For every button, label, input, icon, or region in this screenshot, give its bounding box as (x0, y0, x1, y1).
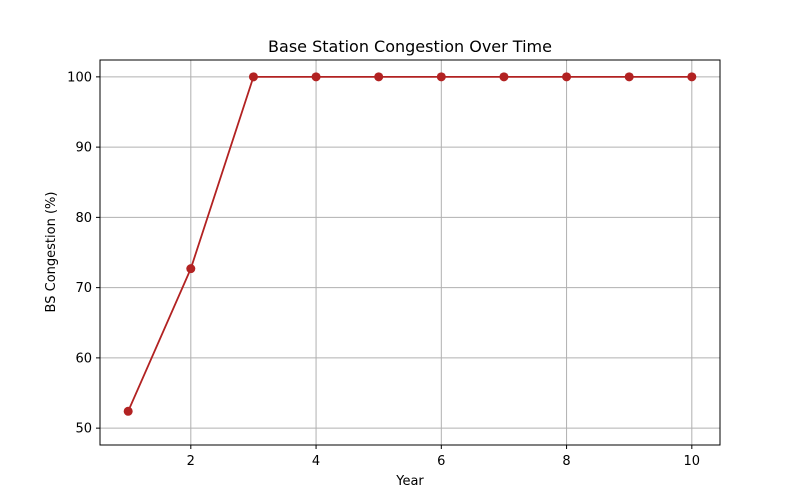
x-tick-label: 10 (684, 454, 701, 469)
data-point-marker (624, 72, 634, 82)
data-point-marker (499, 72, 509, 82)
y-tick-label: 70 (75, 281, 92, 296)
y-tick-label: 60 (75, 351, 92, 366)
axis-ticks: 2 4 6 8 10 50 60 70 80 90 100 (67, 70, 700, 469)
y-tick-label: 50 (75, 422, 92, 437)
x-tick-label: 8 (562, 454, 570, 469)
x-tick-label: 2 (187, 454, 195, 469)
series-layer (123, 72, 697, 416)
y-tick-label: 80 (75, 211, 92, 226)
data-point-marker (123, 406, 133, 416)
y-tick-label: 100 (67, 70, 92, 85)
series-line (127, 75, 692, 412)
y-tick-label: 90 (75, 141, 92, 156)
chart-title: Base Station Congestion Over Time (268, 37, 552, 56)
x-tick-label: 6 (437, 454, 445, 469)
data-point-marker (186, 264, 196, 274)
data-point-marker (374, 72, 384, 82)
x-axis-label: Year (395, 474, 424, 489)
y-axis-label: BS Congestion (%) (44, 192, 59, 313)
plot-area-frame (99, 59, 721, 446)
data-point-marker (248, 72, 258, 82)
data-point-marker (687, 72, 697, 82)
data-point-marker (436, 72, 446, 82)
x-tick-label: 4 (312, 454, 320, 469)
grid-lines (100, 60, 720, 445)
data-point-marker (562, 72, 572, 82)
data-point-marker (311, 72, 321, 82)
